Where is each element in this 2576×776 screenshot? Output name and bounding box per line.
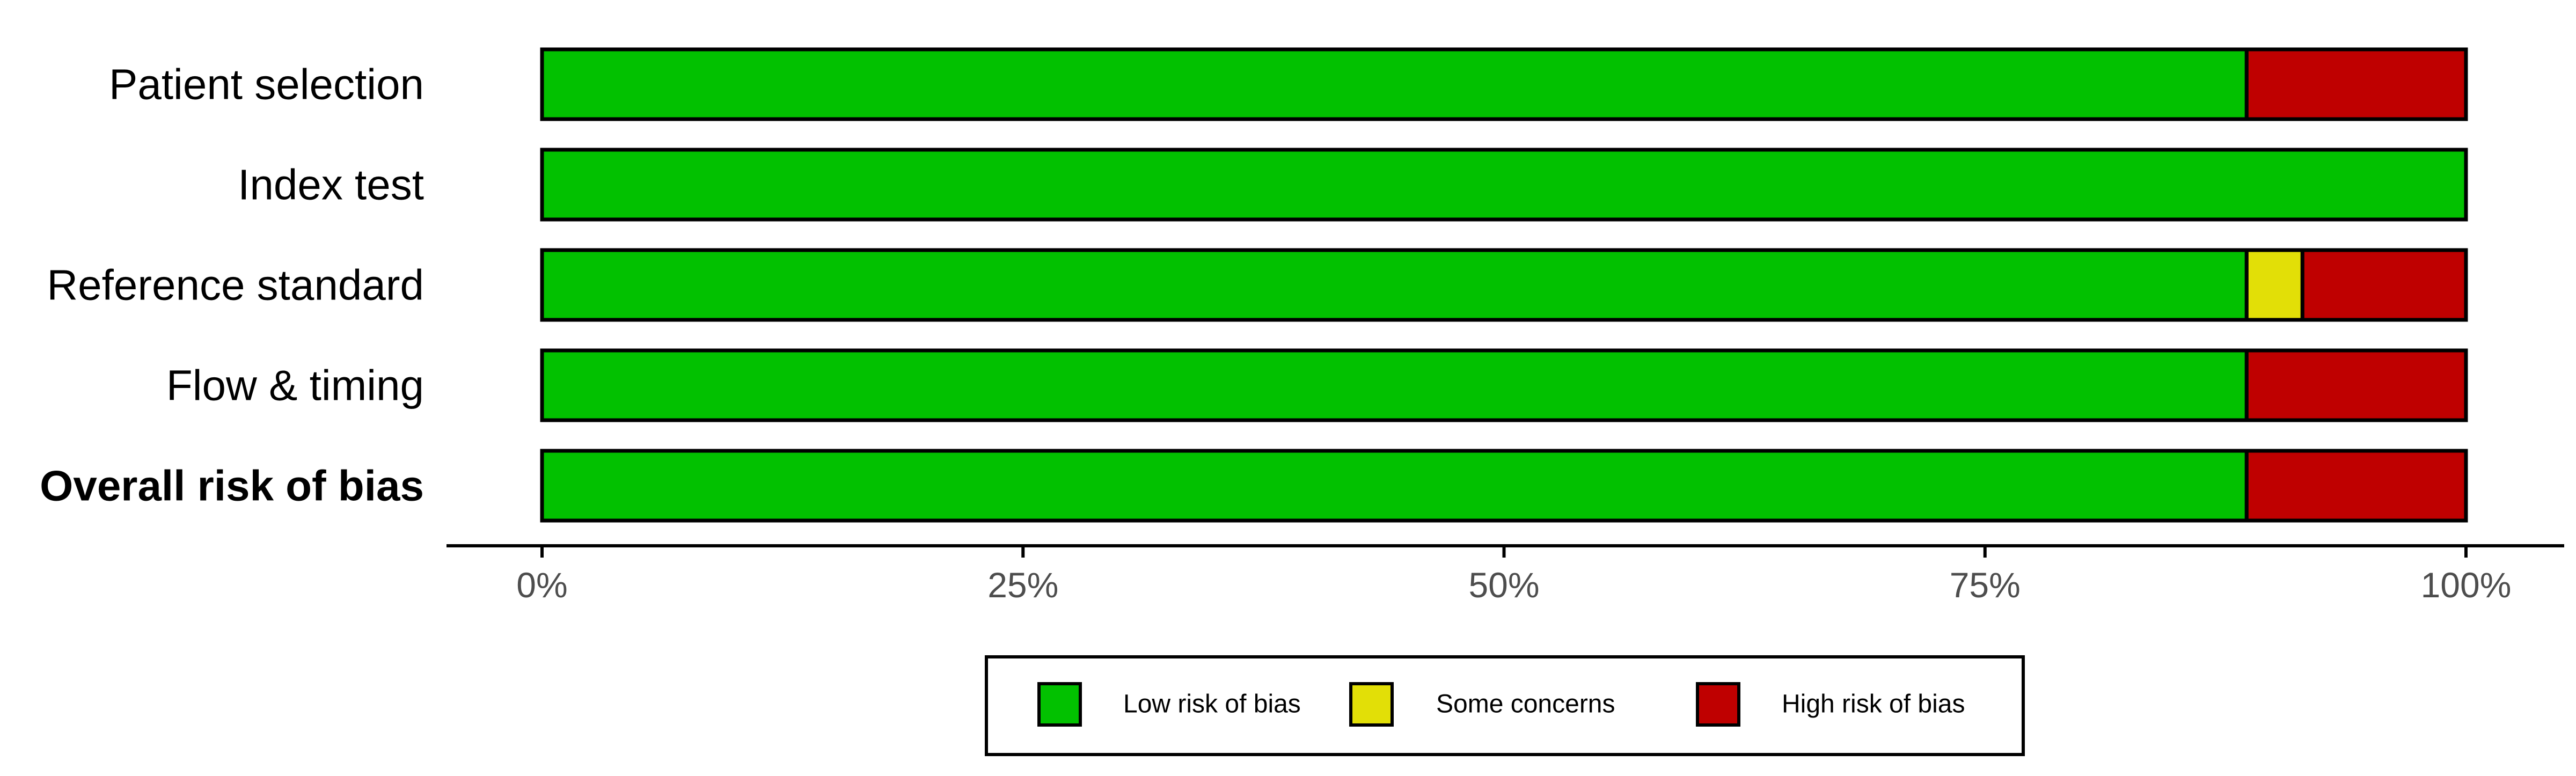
- bar-flow-timing-low-risk-of-bias: [540, 348, 2249, 422]
- bar-reference-standard-some-concerns: [2244, 248, 2304, 322]
- bar-reference-standard-low-risk-of-bias: [540, 248, 2249, 322]
- x-tick-label-100: 100%: [2421, 565, 2512, 605]
- legend-key-low-risk-of-bias: [1037, 682, 1082, 727]
- legend-key-high-risk-of-bias: [1696, 682, 1740, 727]
- bar-flow-timing-high-risk-of-bias: [2244, 348, 2468, 422]
- bar-patient-selection-low-risk-of-bias: [540, 47, 2249, 121]
- legend-label-some-concerns: Some concerns: [1436, 690, 1615, 719]
- x-tick-label-50: 50%: [1468, 565, 1539, 605]
- category-label-reference-standard: Reference standard: [47, 261, 424, 309]
- category-label-overall-risk-of-bias: Overall risk of bias: [40, 462, 424, 510]
- bar-index-test-low-risk-of-bias: [540, 148, 2468, 222]
- x-tick-label-75: 75%: [1950, 565, 2021, 605]
- bar-patient-selection-high-risk-of-bias: [2244, 47, 2468, 121]
- category-label-flow-timing: Flow & timing: [166, 362, 424, 409]
- bar-reference-standard-high-risk-of-bias: [2300, 248, 2468, 322]
- x-tick-label-25: 25%: [987, 565, 1058, 605]
- legend-box: [985, 655, 2025, 756]
- category-label-index-test: Index test: [238, 161, 424, 209]
- x-tick-label-0: 0%: [516, 565, 567, 605]
- bar-overall-risk-of-bias-low-risk-of-bias: [540, 449, 2249, 523]
- legend-key-some-concerns: [1349, 682, 1394, 727]
- bar-overall-risk-of-bias-high-risk-of-bias: [2244, 449, 2468, 523]
- legend-label-low-risk-of-bias: Low risk of bias: [1123, 690, 1301, 719]
- legend-label-high-risk-of-bias: High risk of bias: [1782, 690, 1965, 719]
- category-label-patient-selection: Patient selection: [109, 61, 424, 108]
